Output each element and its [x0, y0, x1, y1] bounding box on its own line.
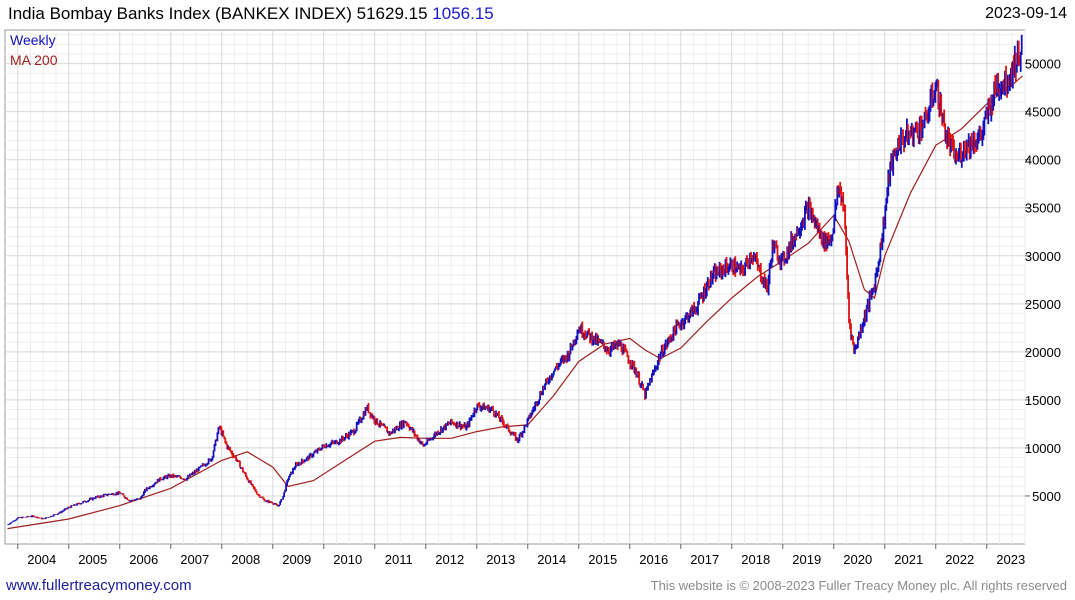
chart-title: India Bombay Banks Index (BANKEX INDEX) …: [8, 4, 494, 24]
x-tick-label: 2007: [180, 552, 209, 567]
x-tick-label: 2010: [333, 552, 362, 567]
y-tick-label: 5000: [1032, 489, 1061, 504]
site-link[interactable]: www.fullertreacymoney.com: [6, 577, 192, 594]
title-text: India Bombay Banks Index (BANKEX INDEX) …: [8, 4, 428, 23]
x-tick-label: 2020: [843, 552, 872, 567]
y-tick-label: 50000: [1025, 57, 1061, 72]
x-tick-label: 2017: [690, 552, 719, 567]
y-tick-label: 45000: [1025, 105, 1061, 120]
y-tick-label: 25000: [1025, 297, 1061, 312]
x-tick-label: 2018: [741, 552, 770, 567]
y-tick-label: 40000: [1025, 153, 1061, 168]
x-tick-label: 2011: [385, 552, 413, 567]
x-tick-label: 2008: [231, 552, 260, 567]
date-label: 2023-09-14: [985, 5, 1067, 22]
x-tick-label: 2012: [435, 552, 464, 567]
x-tick-label: 2006: [129, 552, 158, 567]
x-tick-label: 2014: [537, 552, 566, 567]
change-value: 1056.15: [432, 4, 494, 23]
x-tick-label: 2015: [588, 552, 617, 567]
legend-weekly: Weekly: [10, 32, 56, 48]
x-tick-label: 2016: [639, 552, 668, 567]
x-tick-label: 2009: [282, 552, 311, 567]
x-tick-label: 2019: [792, 552, 821, 567]
tick-layer: 5000 10000 15000 20000 25000 30000 35000 40000 4…: [17, 57, 1061, 567]
y-tick-label: 35000: [1025, 201, 1061, 216]
weekly-bars-layer: [6, 34, 1023, 525]
legend: Weekly MA 200: [10, 32, 58, 68]
y-tick-label: 10000: [1025, 441, 1061, 456]
x-tick-label: 2004: [27, 552, 56, 567]
legend-ma200: MA 200: [10, 52, 58, 68]
x-tick-label: 2013: [486, 552, 515, 567]
y-tick-label: 15000: [1025, 393, 1061, 408]
y-tick-label: 30000: [1025, 249, 1061, 264]
copyright-text: This website is © 2008-2023 Fuller Treac…: [650, 578, 1067, 593]
y-tick-label: 20000: [1025, 345, 1061, 360]
grid-layer: [5, 30, 1026, 544]
x-tick-label: 2022: [945, 552, 974, 567]
x-tick-label: 2023: [996, 552, 1025, 567]
x-tick-label: 2021: [894, 552, 923, 567]
x-tick-label: 2005: [78, 552, 107, 567]
